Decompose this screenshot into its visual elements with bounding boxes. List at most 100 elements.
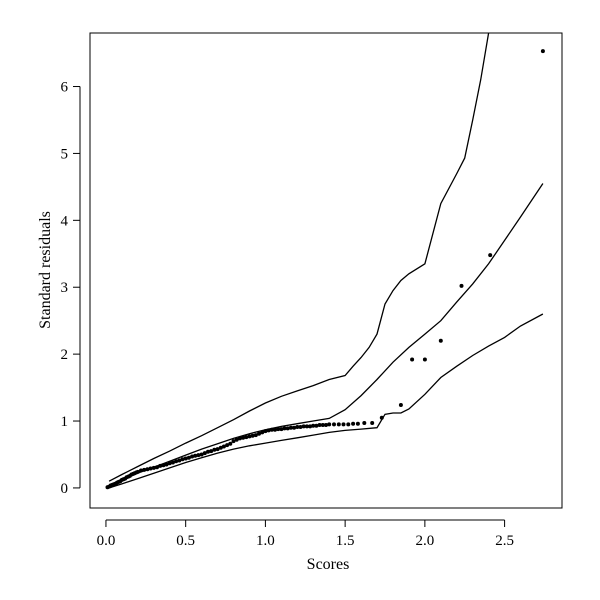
data-point [241, 435, 246, 440]
data-point [346, 422, 351, 427]
data-point [488, 253, 493, 258]
data-point [263, 429, 268, 434]
data-point [193, 453, 198, 458]
data-point [215, 447, 220, 452]
data-point [234, 437, 239, 442]
x-tick-label: 1.5 [336, 533, 355, 549]
y-tick-label: 4 [61, 213, 69, 229]
y-tick-label: 5 [61, 146, 69, 162]
data-point [422, 357, 427, 362]
data-point [370, 421, 375, 425]
data-point [199, 452, 204, 457]
data-point [167, 461, 172, 466]
data-point [183, 456, 188, 461]
y-tick-label: 0 [61, 481, 69, 497]
data-point [148, 466, 153, 471]
data-point [320, 423, 325, 427]
data-point [459, 283, 464, 288]
y-tick-label: 6 [61, 80, 69, 96]
y-tick-label: 3 [61, 280, 69, 296]
data-point [362, 421, 367, 425]
data-point [247, 434, 252, 439]
data-point [218, 445, 223, 450]
data-point [276, 427, 281, 432]
data-point [336, 422, 341, 427]
data-point [410, 357, 415, 362]
data-point [209, 449, 214, 454]
data-point [202, 451, 207, 456]
data-point [164, 462, 169, 467]
data-point [135, 469, 140, 474]
data-point [341, 422, 346, 427]
plot-frame [89, 32, 563, 509]
data-point [139, 468, 143, 473]
x-axis-title: Scores [307, 556, 350, 573]
data-point [332, 422, 336, 427]
data-point [180, 457, 185, 462]
data-point [196, 453, 201, 458]
y-tick-label: 1 [61, 414, 69, 430]
y-axis-title: Standard residuals [37, 211, 54, 329]
data-point [327, 422, 332, 427]
data-point [295, 425, 300, 429]
data-point [250, 433, 255, 438]
data-point [269, 427, 274, 432]
upper-envelope-line [108, 33, 490, 482]
middle-envelope-line [108, 183, 544, 486]
data-point [317, 423, 322, 427]
data-point [186, 455, 191, 460]
data-point [174, 459, 179, 464]
data-point [170, 460, 175, 465]
x-axis: 0.0 0.5 1.0 1.5 2.0 2.5 [97, 519, 514, 549]
data-point [237, 436, 242, 441]
data-point [155, 465, 159, 470]
data-point [438, 338, 443, 343]
data-point [225, 443, 230, 448]
x-tick-label: 0.0 [97, 533, 116, 549]
data-point [355, 421, 360, 426]
data-point [308, 424, 313, 429]
x-tick-label: 2.5 [495, 533, 514, 549]
envelope-lines [108, 33, 544, 489]
data-point [177, 458, 182, 463]
data-point [257, 431, 261, 436]
data-point [279, 427, 284, 432]
data-point [161, 463, 166, 468]
data-point [142, 467, 147, 472]
data-point [266, 428, 271, 433]
data-point [228, 441, 233, 446]
data-point [253, 433, 258, 438]
x-tick-label: 2.0 [415, 533, 434, 549]
data-point [285, 426, 290, 431]
data-point [298, 425, 303, 429]
data-point [145, 467, 150, 472]
y-tick-label: 2 [61, 347, 69, 363]
x-tick-label: 1.0 [256, 533, 275, 549]
x-tick-label: 0.5 [176, 533, 195, 549]
data-point [324, 423, 328, 427]
data-point [212, 447, 217, 452]
lower-envelope-line [108, 313, 544, 489]
data-point [540, 49, 545, 54]
data-point [304, 424, 309, 429]
data-point [273, 427, 277, 432]
data-point [206, 449, 210, 454]
data-point [151, 465, 156, 470]
data-point [351, 421, 356, 426]
data-point [301, 424, 306, 429]
data-point [311, 423, 316, 428]
data-point [398, 403, 403, 407]
data-point [379, 415, 384, 420]
data-point [288, 425, 293, 430]
data-point [190, 454, 195, 459]
y-axis: 0 1 2 3 4 5 6 [61, 80, 81, 497]
data-point [292, 425, 297, 430]
data-point [221, 444, 226, 449]
data-point [282, 426, 287, 431]
data-point [260, 430, 265, 435]
data-points [105, 49, 545, 490]
data-point [231, 439, 236, 444]
data-point [158, 463, 163, 468]
data-point [244, 435, 249, 440]
